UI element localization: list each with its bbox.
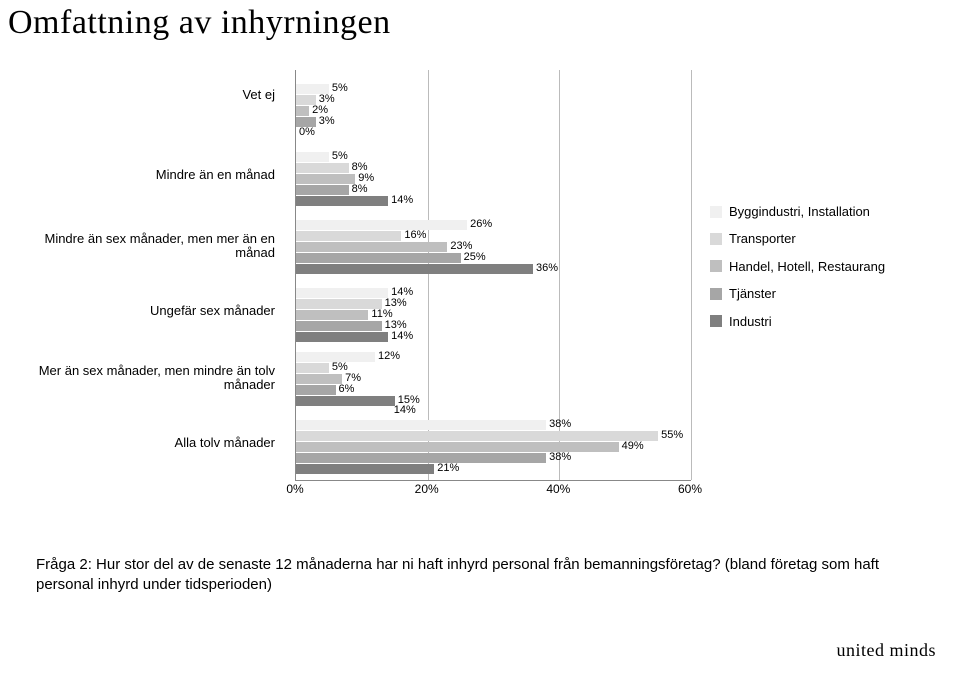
bar-value: 14% [391, 331, 413, 341]
legend-swatch [710, 260, 722, 272]
legend-item: Tjänster [710, 282, 885, 305]
bar-value: 23% [450, 241, 472, 251]
legend-swatch [710, 233, 722, 245]
bar [296, 396, 395, 406]
x-axis-tick: 40% [546, 482, 570, 496]
x-axis-tick: 20% [415, 482, 439, 496]
grid-line [428, 70, 429, 480]
bar [296, 431, 658, 441]
bar-value: 5% [332, 362, 348, 372]
legend-swatch [710, 288, 722, 300]
bar-value: 8% [352, 162, 368, 172]
bar-value: 11% [371, 309, 392, 319]
legend: Byggindustri, Installation Transporter Han… [710, 200, 885, 337]
bar [296, 242, 447, 252]
bar-value: 0% [299, 127, 315, 137]
bar [296, 310, 368, 320]
bar [296, 464, 434, 474]
bar [296, 185, 349, 195]
logo: united minds [837, 640, 937, 661]
bar-value: 6% [339, 384, 355, 394]
bar [296, 299, 382, 309]
category-label: Alla tolv månader [20, 436, 275, 450]
bar [296, 220, 467, 230]
category-label: Mer än sex månader, men mindre än tolv m… [20, 364, 275, 393]
bar-value: 7% [345, 373, 361, 383]
category-label: Vet ej [20, 88, 275, 102]
bar [296, 288, 388, 298]
legend-label: Industri [729, 310, 772, 333]
bar-value: 25% [464, 252, 486, 262]
bar [296, 321, 382, 331]
bar-value: 14% [394, 405, 416, 415]
bar [296, 163, 349, 173]
bar-value: 13% [385, 320, 407, 330]
page-title: Omfattning av inhyrningen [8, 4, 391, 42]
legend-item: Handel, Hotell, Restaurang [710, 255, 885, 278]
bar [296, 332, 388, 342]
bar [296, 363, 329, 373]
question-text: Fråga 2: Hur stor del av de senaste 12 m… [36, 555, 916, 596]
category-label: Mindre än en månad [20, 168, 275, 182]
bar [296, 106, 309, 116]
grid-line [691, 70, 692, 480]
bar [296, 420, 546, 430]
legend-swatch [710, 206, 722, 218]
bar-value: 36% [536, 263, 558, 273]
category-label: Mindre än sex månader, men mer än en mån… [20, 232, 275, 261]
bar-value: 12% [378, 351, 400, 361]
legend-label: Handel, Hotell, Restaurang [729, 255, 885, 278]
bar-value: 55% [661, 430, 683, 440]
bar-value: 3% [319, 116, 335, 126]
legend-label: Byggindustri, Installation [729, 200, 870, 223]
bar-value: 21% [437, 463, 459, 473]
x-axis-tick: 60% [678, 482, 702, 496]
bar-value: 5% [332, 151, 348, 161]
bar-value: 14% [391, 195, 413, 205]
legend-item: Byggindustri, Installation [710, 200, 885, 223]
bar [296, 374, 342, 384]
bar-value: 16% [404, 230, 426, 240]
chart-area: Vet ej Mindre än en månad Mindre än sex må… [20, 70, 940, 500]
bar-value: 38% [549, 452, 571, 462]
legend-swatch [710, 315, 722, 327]
bar [296, 196, 388, 206]
legend-item: Transporter [710, 227, 885, 250]
bar [296, 152, 329, 162]
bar-value: 9% [358, 173, 374, 183]
plot-region: 5%3%2%3%0%5%8%9%8%14%26%16%23%25%36%14%1… [295, 70, 691, 481]
category-label: Ungefär sex månader [20, 304, 275, 318]
bar-value: 2% [312, 105, 328, 115]
bar [296, 453, 546, 463]
bar [296, 174, 355, 184]
bar-value: 8% [352, 184, 368, 194]
bar [296, 264, 533, 274]
legend-item: Industri [710, 310, 885, 333]
bar-value: 26% [470, 219, 492, 229]
bar-value: 38% [549, 419, 571, 429]
legend-label: Transporter [729, 227, 796, 250]
bar-value: 5% [332, 83, 348, 93]
legend-label: Tjänster [729, 282, 776, 305]
bar-value: 49% [622, 441, 644, 451]
bar [296, 231, 401, 241]
bar-value: 3% [319, 94, 335, 104]
x-axis-tick: 0% [286, 482, 303, 496]
bar-value: 13% [385, 298, 407, 308]
bar [296, 385, 336, 395]
bar-value: 14% [391, 287, 413, 297]
bar [296, 253, 461, 263]
